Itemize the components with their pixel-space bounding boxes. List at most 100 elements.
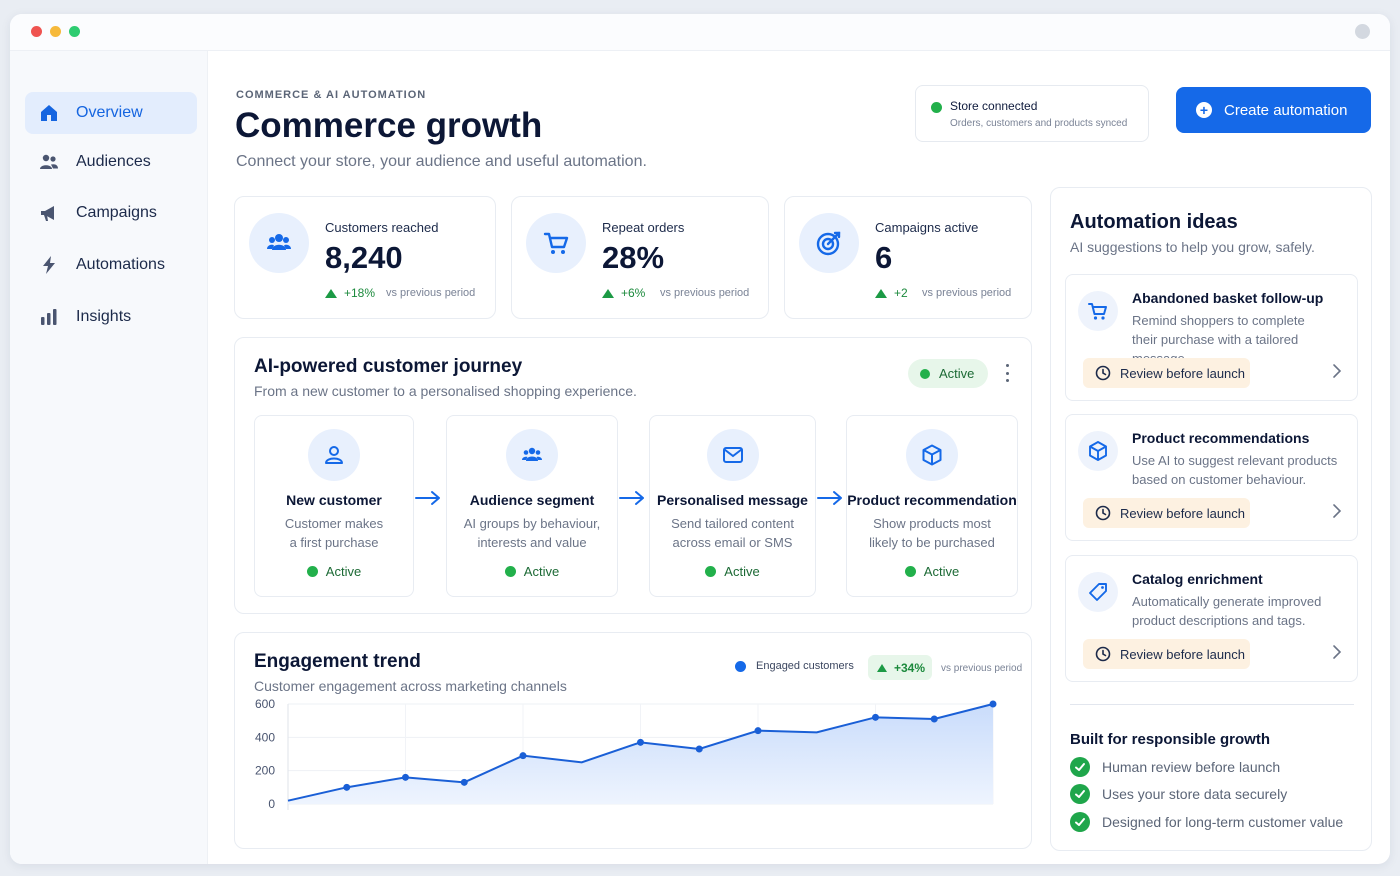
arrow-right-icon — [619, 491, 644, 505]
idea-title: Catalog enrichment — [1132, 571, 1263, 587]
review-before-launch-button[interactable]: Review before launch — [1083, 639, 1250, 669]
status-dot-icon — [920, 368, 930, 379]
step-title: Personalised message — [657, 492, 808, 508]
automation-ideas-panel: Automation ideas AI suggestions to help … — [1050, 187, 1372, 851]
step-description: Send tailored content across email or SMS — [671, 516, 794, 550]
responsible-item-label: Uses your store data securely — [1102, 786, 1288, 802]
step-description: Show products most likely to be purchased — [869, 516, 995, 550]
legend-swatch — [735, 660, 746, 672]
home-icon — [41, 105, 57, 121]
store-status: Store connected — [950, 99, 1038, 113]
kpi-card-campaigns: Campaigns active 6 +2 vs previous period — [784, 196, 1032, 319]
kpi-delta-value: +6% — [621, 286, 646, 300]
legend-label: Engaged customers — [756, 660, 854, 672]
kpi-delta-value: +2 — [894, 286, 908, 300]
step-status: Active — [447, 564, 617, 579]
review-before-launch-button[interactable]: Review before launch — [1083, 498, 1250, 528]
chart-legend: Engaged customers — [735, 660, 854, 672]
arrow-right-icon — [817, 491, 842, 505]
users-icon — [506, 429, 558, 481]
up-arrow-icon — [875, 288, 887, 298]
kpi-label: Campaigns active — [875, 220, 979, 235]
trend-title: Engagement trend — [254, 651, 421, 672]
sidebar: Overview Audiences Campaigns Automations… — [10, 51, 208, 864]
idea-card-catalog-enrichment[interactable]: Catalog enrichment Automatically generat… — [1065, 555, 1358, 682]
idea-card-product-recommendations[interactable]: Product recommendations Use AI to sugges… — [1065, 414, 1358, 541]
check-icon — [1070, 784, 1090, 804]
kpi-label: Customers reached — [325, 220, 439, 235]
main-content: COMMERCE & AI AUTOMATION Commerce growth… — [208, 51, 1390, 864]
target-icon — [799, 213, 859, 273]
close-window-button[interactable] — [31, 26, 42, 37]
kpi-delta: +2 — [875, 286, 908, 300]
sidebar-item-overview[interactable]: Overview — [25, 92, 197, 134]
clock-icon — [1095, 505, 1111, 521]
chevron-right-icon[interactable] — [1332, 503, 1342, 519]
clock-icon — [1095, 365, 1111, 381]
y-tick-label: 0 — [268, 797, 275, 811]
responsible-item-label: Designed for long-term customer value — [1102, 814, 1344, 830]
engagement-trend-card: Engagement trend Customer engagement acr… — [234, 632, 1032, 849]
idea-title: Product recommendations — [1132, 430, 1310, 446]
data-point — [637, 738, 644, 746]
review-before-launch-button[interactable]: Review before launch — [1083, 358, 1250, 388]
idea-card-abandoned-basket[interactable]: Abandoned basket follow-up Remind shoppe… — [1065, 274, 1358, 401]
kpi-delta: +18% — [325, 286, 375, 300]
trend-subtitle: Customer engagement across marketing cha… — [254, 678, 567, 694]
data-point — [460, 778, 468, 786]
kpi-compare: vs previous period — [386, 287, 476, 299]
y-tick-label: 400 — [255, 730, 275, 744]
idea-description: Automatically generate improved product d… — [1132, 594, 1322, 628]
status-badge[interactable]: Active — [908, 359, 988, 388]
box-icon — [906, 429, 958, 481]
step-title: New customer — [286, 492, 382, 508]
users-icon — [40, 154, 58, 169]
page-title: Commerce growth — [235, 106, 543, 145]
status-label: Active — [939, 366, 975, 381]
maximize-window-button[interactable] — [69, 26, 80, 37]
chevron-right-icon[interactable] — [1332, 644, 1342, 660]
journey-step-audience-segment[interactable]: Audience segment AI groups by behaviour,… — [446, 415, 618, 597]
data-point — [343, 783, 351, 791]
y-tick-label: 600 — [255, 698, 275, 711]
data-point — [402, 773, 409, 781]
sidebar-item-campaigns[interactable]: Campaigns — [25, 192, 197, 234]
kpi-value: 28% — [602, 240, 665, 275]
more-options-icon[interactable] — [1004, 364, 1010, 382]
journey-step-personalised-message[interactable]: Personalised message Send tailored conte… — [649, 415, 816, 597]
data-point — [930, 715, 938, 723]
create-automation-button[interactable]: + Create automation — [1176, 87, 1371, 133]
sidebar-item-audiences[interactable]: Audiences — [25, 141, 197, 183]
engagement-chart: 600 400 200 0 — [255, 698, 997, 811]
sidebar-item-automations[interactable]: Automations — [25, 244, 197, 286]
lightning-icon — [43, 256, 55, 274]
sidebar-item-label: Insights — [76, 308, 132, 325]
store-status-card: Store connected Orders, customers and pr… — [915, 85, 1149, 142]
responsible-item-label: Human review before launch — [1102, 759, 1281, 775]
kpi-card-repeat-orders: Repeat orders 28% +6% vs previous period — [511, 196, 769, 319]
store-detail: Orders, customers and products synced — [950, 118, 1128, 129]
arrow-right-icon — [415, 491, 440, 505]
sidebar-item-label: Audiences — [76, 153, 151, 170]
sidebar-item-insights[interactable]: Insights — [25, 296, 197, 338]
box-icon — [1078, 431, 1118, 471]
step-description: AI groups by behaviour, interests and val… — [463, 516, 601, 550]
data-point — [872, 713, 879, 721]
check-icon — [1070, 757, 1090, 777]
kpi-value: 8,240 — [325, 240, 403, 275]
sidebar-item-label: Overview — [76, 104, 143, 121]
mail-icon — [707, 429, 759, 481]
minimize-window-button[interactable] — [50, 26, 61, 37]
chevron-right-icon[interactable] — [1332, 363, 1342, 379]
journey-step-product-recommendation[interactable]: Product recommendation Show products mos… — [846, 415, 1018, 597]
review-label: Review before launch — [1120, 365, 1246, 381]
data-point — [695, 745, 703, 753]
responsible-item: Human review before launch — [1070, 757, 1280, 777]
journey-step-new-customer[interactable]: New customer Customer makes a first purch… — [254, 415, 414, 597]
up-arrow-icon — [877, 663, 887, 672]
responsible-item: Designed for long-term customer value — [1070, 812, 1343, 832]
kpi-label: Repeat orders — [602, 220, 685, 235]
data-point — [754, 727, 762, 735]
profile-avatar[interactable] — [1355, 24, 1370, 39]
step-title: Product recommendation — [847, 492, 1017, 508]
